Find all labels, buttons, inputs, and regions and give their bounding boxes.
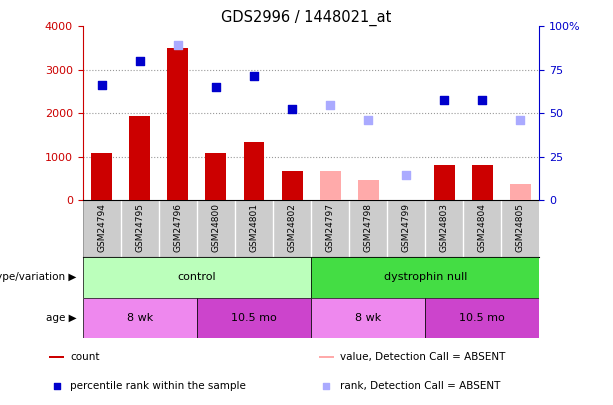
Text: age ▶: age ▶: [46, 313, 77, 323]
Text: dystrophin null: dystrophin null: [384, 273, 467, 282]
Bar: [434, 165, 455, 200]
Bar: [311, 298, 425, 338]
Text: value, Detection Call = ABSENT: value, Detection Call = ABSENT: [340, 352, 506, 362]
Point: [249, 73, 259, 80]
Text: GDS2996 / 1448021_at: GDS2996 / 1448021_at: [221, 10, 392, 26]
Bar: [281, 171, 303, 200]
Text: rank, Detection Call = ABSENT: rank, Detection Call = ABSENT: [340, 381, 501, 391]
Text: GSM24804: GSM24804: [478, 203, 487, 252]
Text: percentile rank within the sample: percentile rank within the sample: [70, 381, 246, 391]
Bar: [358, 180, 379, 200]
Bar: [83, 257, 311, 298]
Text: GSM24803: GSM24803: [440, 203, 449, 252]
Text: GSM24798: GSM24798: [364, 203, 373, 252]
Text: 10.5 mo: 10.5 mo: [231, 313, 277, 323]
Bar: [129, 115, 150, 200]
Text: genotype/variation ▶: genotype/variation ▶: [0, 273, 77, 282]
Text: count: count: [70, 352, 100, 362]
Text: GSM24800: GSM24800: [211, 203, 221, 252]
Point: [478, 97, 487, 104]
Bar: [472, 165, 493, 200]
Bar: [205, 153, 226, 200]
Text: GSM24794: GSM24794: [97, 203, 106, 252]
Point: [440, 97, 449, 104]
Text: GSM24805: GSM24805: [516, 203, 525, 252]
Text: 8 wk: 8 wk: [127, 313, 153, 323]
Text: GSM24801: GSM24801: [249, 203, 259, 252]
Bar: [425, 298, 539, 338]
Bar: [167, 48, 188, 200]
Text: GSM24795: GSM24795: [135, 203, 144, 252]
Text: GSM24802: GSM24802: [287, 203, 297, 252]
Text: GSM24799: GSM24799: [402, 203, 411, 252]
Text: control: control: [178, 273, 216, 282]
Text: 10.5 mo: 10.5 mo: [460, 313, 505, 323]
Point: [173, 42, 183, 48]
Point: [97, 82, 107, 88]
Text: GSM24797: GSM24797: [326, 203, 335, 252]
Bar: [319, 171, 341, 200]
Point: [364, 117, 373, 123]
Bar: [197, 298, 311, 338]
Point: [516, 117, 525, 123]
Bar: [49, 356, 64, 358]
Point: [211, 84, 221, 90]
Bar: [83, 298, 197, 338]
Bar: [91, 153, 112, 200]
Point: [402, 172, 411, 178]
Text: GSM24796: GSM24796: [173, 203, 183, 252]
Point: [135, 58, 145, 64]
Bar: [311, 257, 539, 298]
Bar: [243, 142, 264, 200]
Bar: [319, 356, 334, 358]
Point: [326, 101, 335, 108]
Text: 8 wk: 8 wk: [355, 313, 381, 323]
Point: [287, 106, 297, 112]
Bar: [510, 184, 531, 200]
